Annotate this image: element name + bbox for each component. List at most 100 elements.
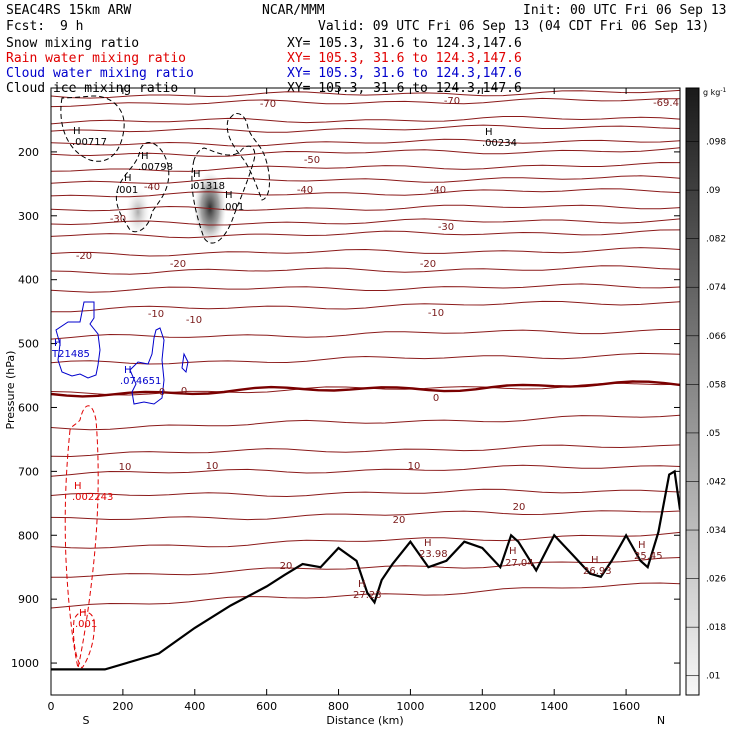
maximum-label-2: .001 bbox=[116, 185, 138, 196]
isotherm-21 bbox=[51, 464, 680, 477]
north-end-label: N bbox=[657, 714, 665, 727]
org-title: NCAR/MMM bbox=[262, 3, 325, 18]
isotherm-label-7: -30 bbox=[110, 214, 126, 225]
colorbar-label-7: .042 bbox=[706, 477, 726, 487]
y-tick-label-0: 200 bbox=[18, 146, 39, 159]
isotherm-label-12: -10 bbox=[148, 309, 164, 320]
isotherm-14 bbox=[51, 283, 680, 293]
x-axis: 0 200 400 600 800 1000 1200 1400 1600 bbox=[48, 88, 640, 713]
y-tick-label-2: 400 bbox=[18, 274, 39, 287]
isotherm-1 bbox=[51, 97, 680, 108]
colorbar-label-8: .034 bbox=[706, 526, 726, 536]
isotherm-label-8: -30 bbox=[438, 222, 454, 233]
maximum-label-8: .002243 bbox=[72, 492, 113, 503]
colorbar-unit: g kg-1 bbox=[703, 87, 727, 97]
isotherm-11 bbox=[51, 229, 680, 239]
x-tick-label-8: 1600 bbox=[612, 700, 640, 713]
rain-contour-tall bbox=[64, 405, 99, 669]
isotherm-label-21: 20 bbox=[393, 515, 406, 526]
y-tick-label-1: 300 bbox=[18, 210, 39, 223]
maximum-label-6: T21485 bbox=[51, 349, 90, 360]
colorbar-label-1: .09 bbox=[706, 186, 721, 196]
isotherm-label-1: -70 bbox=[444, 96, 460, 107]
isotherm-label-9: -20 bbox=[76, 251, 92, 262]
colorbar-label-4: .066 bbox=[706, 332, 726, 342]
y-tick-label-8: 1000 bbox=[11, 657, 39, 670]
isotherm-label-20: 10 bbox=[408, 461, 421, 472]
isotherm-label-19: 10 bbox=[206, 461, 219, 472]
maximum-marker-10: H bbox=[358, 579, 366, 590]
cloud-water-contour-left bbox=[55, 301, 101, 379]
isotherm-7 bbox=[51, 175, 680, 184]
isotherm-labels: -70 -70 -69.4 -50 -40 -40 -40 -30 -30 -20 -20 -20 -1… bbox=[76, 96, 679, 572]
colorbar-label-6: .05 bbox=[706, 429, 720, 439]
maximum-label-1: .00798 bbox=[138, 162, 173, 173]
y-tick-label-4: 600 bbox=[18, 401, 39, 414]
isotherm-25 bbox=[51, 557, 680, 578]
maximum-marker-0: H bbox=[73, 126, 81, 137]
maximum-label-5: .00234 bbox=[482, 138, 517, 149]
isotherm-24 bbox=[51, 531, 680, 549]
maximum-marker-4: H bbox=[225, 190, 233, 201]
maximum-marker-2: H bbox=[124, 173, 132, 184]
colorbar: .098 .09 .082 .074 .066 .058 .05 .042 .034 .026 .0… bbox=[685, 87, 727, 696]
maximum-label-12: 27.04 bbox=[505, 558, 534, 569]
isotherm-19 bbox=[51, 414, 680, 431]
snow-contour-mid bbox=[116, 142, 170, 233]
cloud-water-contour-small bbox=[181, 352, 189, 374]
maximum-marker-1: H bbox=[141, 151, 149, 162]
maximum-label-9: .001 bbox=[75, 619, 97, 630]
x-tick-label-6: 1200 bbox=[468, 700, 496, 713]
field-xy-rain: XY= 105.3, 31.6 to 124.3,147.6 bbox=[287, 51, 522, 66]
x-tick-label-5: 1000 bbox=[396, 700, 424, 713]
isotherm-0 bbox=[51, 89, 680, 99]
x-axis-label: Distance (km) bbox=[326, 714, 403, 727]
isotherm-16 bbox=[51, 329, 680, 340]
field-name-rain: Rain water mixing ratio bbox=[6, 51, 187, 66]
isotherm-6 bbox=[51, 161, 680, 172]
isotherm-20 bbox=[51, 444, 680, 458]
rain-contour-inner bbox=[73, 611, 95, 669]
colorbar-label-11: .01 bbox=[706, 672, 720, 682]
model-title: SEAC4RS 15km ARW bbox=[6, 3, 132, 18]
colorbar-label-2: .082 bbox=[706, 235, 726, 245]
maximum-marker-8: H bbox=[74, 481, 82, 492]
maximum-label-10: 27.23 bbox=[353, 590, 382, 601]
fcst-label: Fcst: bbox=[6, 19, 46, 34]
field-name-cloudwater: Cloud water mixing ratio bbox=[6, 66, 194, 81]
maximum-label-3: .01318 bbox=[190, 181, 225, 192]
fcst-value: 9 h bbox=[60, 19, 84, 34]
maximum-marker-9: H bbox=[79, 608, 87, 619]
init-time: Init: 00 UTC Fri 06 Sep 13 bbox=[523, 3, 727, 18]
snow-contour-upper bbox=[226, 113, 270, 201]
y-tick-label-7: 900 bbox=[18, 593, 39, 606]
maximum-marker-5: H bbox=[485, 127, 493, 138]
y-axis-label: Pressure (hPa) bbox=[4, 351, 17, 430]
isotherm-4 bbox=[51, 138, 680, 147]
isotherm-label-2: -69.4 bbox=[653, 98, 679, 109]
valid-time: Valid: 09 UTC Fri 06 Sep 13 (04 CDT Fri … bbox=[318, 19, 710, 34]
field-name-snow: Snow mixing ratio bbox=[6, 36, 140, 51]
isotherm-label-16: 0 bbox=[181, 386, 187, 397]
isotherm-5 bbox=[51, 147, 680, 157]
isotherm-15 bbox=[51, 300, 680, 313]
isotherm-12 bbox=[51, 247, 680, 257]
colorbar-label-0: .098 bbox=[706, 138, 726, 148]
maximum-marker-3: H bbox=[193, 169, 201, 180]
cloud-water-contour-mid bbox=[129, 327, 165, 405]
colorbar-label-5: .058 bbox=[706, 380, 726, 390]
maximum-label-11: 23.98 bbox=[419, 549, 448, 560]
maxima-labels: H.00717H.00798H.001H.01318H.001H.00234HT… bbox=[51, 126, 663, 630]
colorbar-label-3: .074 bbox=[706, 283, 726, 293]
isotherm-label-17: 0 bbox=[433, 393, 439, 404]
maximum-marker-6: H bbox=[54, 338, 62, 349]
isotherm-label-18: 10 bbox=[119, 462, 132, 473]
maximum-marker-12: H bbox=[509, 546, 517, 557]
y-tick-label-5: 700 bbox=[18, 465, 39, 478]
isotherm-label-14: -10 bbox=[428, 308, 444, 319]
colorbar-label-10: .018 bbox=[706, 623, 726, 633]
x-tick-label-3: 600 bbox=[256, 700, 277, 713]
y-tick-label-6: 800 bbox=[18, 529, 39, 542]
x-tick-label-4: 800 bbox=[328, 700, 349, 713]
